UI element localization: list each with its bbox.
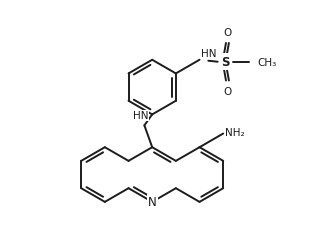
Text: N: N xyxy=(148,195,156,208)
Text: O: O xyxy=(223,87,232,97)
Text: S: S xyxy=(221,56,230,69)
Text: HN: HN xyxy=(202,49,217,58)
Text: CH₃: CH₃ xyxy=(257,58,276,67)
Text: O: O xyxy=(223,28,232,38)
Text: NH₂: NH₂ xyxy=(225,127,245,137)
Text: HN: HN xyxy=(133,111,148,121)
